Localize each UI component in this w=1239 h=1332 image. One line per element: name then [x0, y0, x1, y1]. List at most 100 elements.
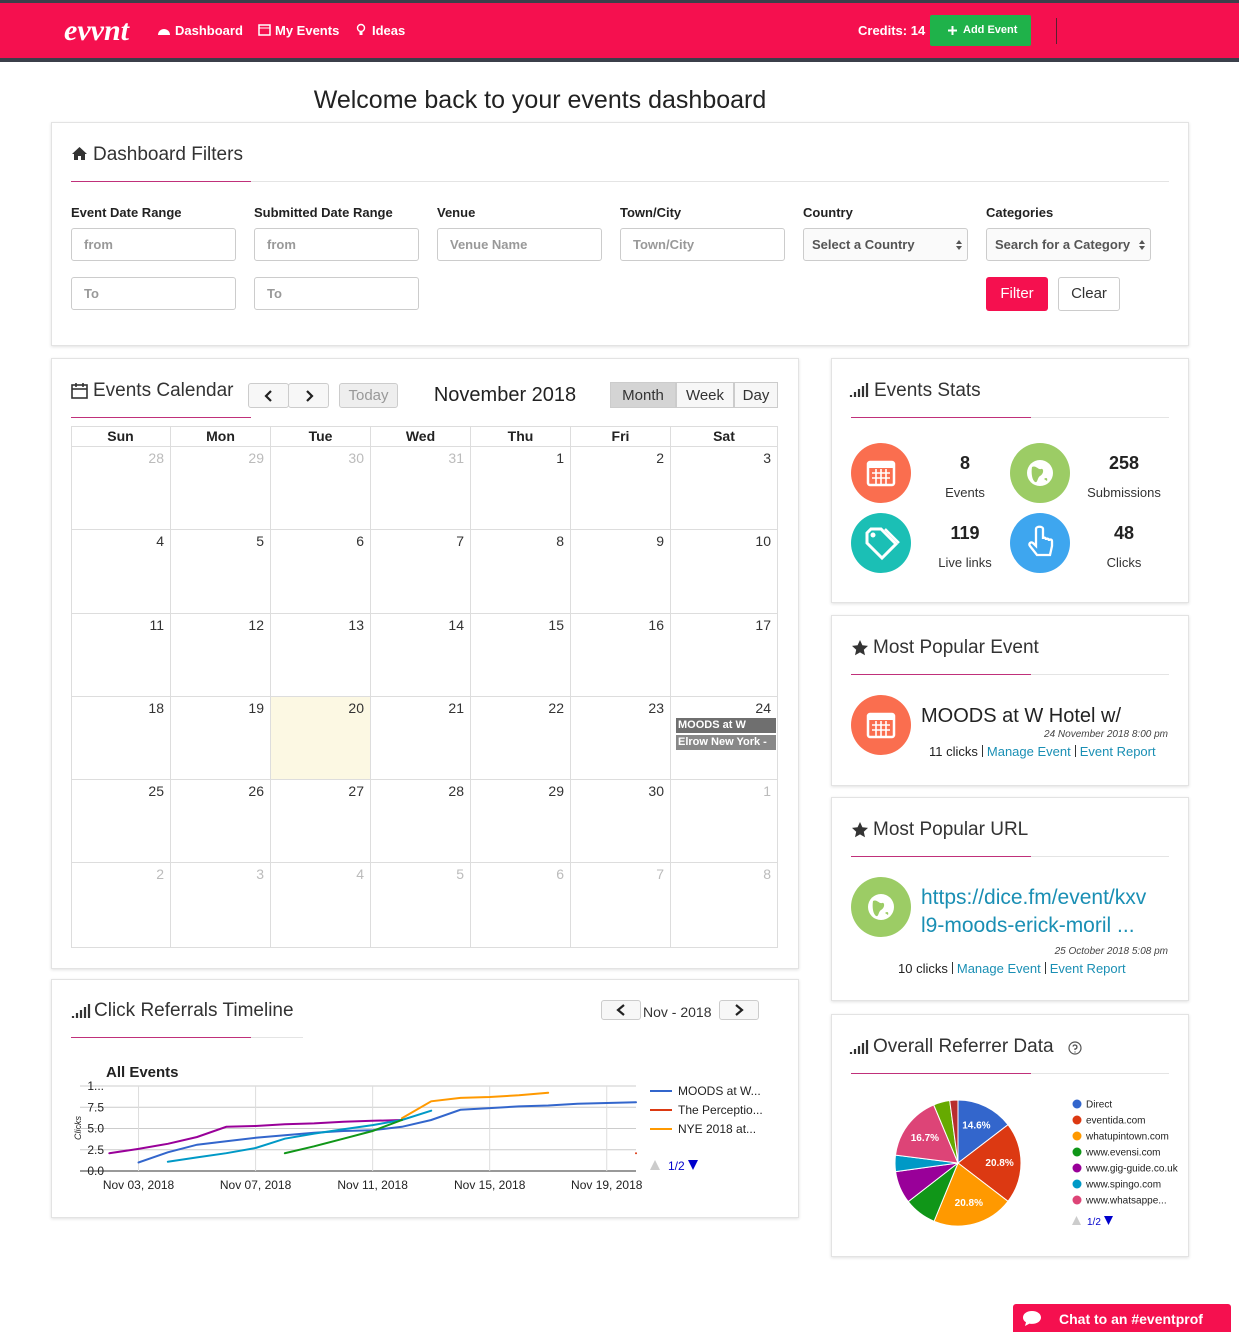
text-input[interactable]: Town/City [620, 228, 785, 261]
day-cell[interactable]: 18 [71, 697, 171, 780]
title-rule [71, 181, 1169, 182]
separator [951, 962, 953, 974]
day-cell[interactable]: 26 [171, 780, 271, 863]
day-cell[interactable]: 2 [571, 447, 671, 530]
view-button[interactable]: Day [734, 382, 778, 408]
period-label: Nov - 2018 [643, 1004, 712, 1020]
select-input[interactable]: Select a Country [803, 228, 968, 261]
day-cell[interactable]: 19 [171, 697, 271, 780]
calendar-month: November 2018 [433, 384, 577, 406]
chat-label[interactable]: Chat to an #eventprof [1059, 1311, 1203, 1327]
link[interactable]: Event Report [1049, 961, 1126, 976]
calendar-event[interactable]: Elrow New York - [676, 735, 776, 750]
event-name[interactable]: MOODS at W Hotel w/ [921, 705, 1122, 727]
day-cell[interactable]: 4 [71, 530, 171, 614]
day-cell[interactable]: 21 [371, 697, 471, 780]
panel-title: Most Popular URL [873, 819, 1029, 840]
legend-page: 1/2 [668, 1159, 685, 1173]
text-input[interactable]: Venue Name [437, 228, 602, 261]
url-text[interactable]: https://dice.fm/event/kxv [921, 886, 1147, 909]
add-event-button[interactable] [930, 15, 1031, 46]
day-cell[interactable]: 20 [271, 697, 371, 780]
next-button[interactable] [288, 383, 329, 408]
day-cell[interactable]: 25 [71, 780, 171, 863]
link[interactable]: Event Report [1079, 744, 1156, 759]
home-icon [72, 147, 87, 160]
day-cell[interactable]: 31 [371, 447, 471, 530]
text-input[interactable]: from [71, 228, 236, 261]
text-input[interactable]: from [254, 228, 419, 261]
day-cell[interactable]: 9 [571, 530, 671, 614]
nav-link[interactable]: Dashboard [175, 23, 243, 38]
filter-button[interactable]: Filter [986, 277, 1048, 311]
prev-button[interactable] [248, 383, 289, 408]
legend-label: NYE 2018 at... [678, 1122, 756, 1136]
nav-link[interactable]: My Events [275, 23, 340, 38]
day-cell[interactable]: 28 [371, 780, 471, 863]
calendar-panel [51, 358, 799, 969]
next-button[interactable] [719, 1000, 759, 1020]
day-cell[interactable]: 15 [471, 614, 571, 697]
day-number: 19 [248, 700, 264, 716]
pie-slice [933, 1162, 1009, 1227]
link[interactable]: Manage Event [956, 961, 1041, 976]
title-rule [851, 856, 1169, 857]
add-event-label[interactable]: Add Event [963, 24, 1018, 36]
day-cell[interactable]: 4 [271, 863, 371, 948]
calendar-event[interactable]: MOODS at W [676, 718, 776, 733]
day-cell[interactable]: 16 [571, 614, 671, 697]
text-input[interactable]: To [71, 277, 236, 310]
day-cell[interactable]: 6 [271, 530, 371, 614]
help-icon[interactable] [1068, 1041, 1082, 1055]
day-cell[interactable]: 29 [171, 447, 271, 530]
day-cell[interactable]: 8 [471, 530, 571, 614]
day-cell[interactable]: 1 [471, 447, 571, 530]
day-number: 7 [456, 533, 464, 549]
day-cell[interactable]: 23 [571, 697, 671, 780]
day-cell[interactable]: 7 [571, 863, 671, 948]
select-input[interactable]: Search for a Category [986, 228, 1151, 261]
text-input[interactable]: To [254, 277, 419, 310]
chat-button[interactable] [1013, 1304, 1231, 1332]
day-cell[interactable]: 13 [271, 614, 371, 697]
day-cell[interactable]: 3 [671, 447, 778, 530]
clear-button[interactable]: Clear [1058, 277, 1120, 311]
day-cell[interactable]: 11 [71, 614, 171, 697]
day-cell[interactable]: 5 [371, 863, 471, 948]
day-cell[interactable]: 6 [471, 863, 571, 948]
day-cell[interactable]: 8 [671, 863, 778, 948]
day-cell[interactable]: 28 [71, 447, 171, 530]
view-button[interactable]: Month [610, 382, 676, 408]
prev-button[interactable] [601, 1000, 641, 1020]
day-number: 15 [548, 617, 564, 633]
day-cell[interactable]: 3 [171, 863, 271, 948]
clicks-count: 10 clicks [898, 961, 948, 976]
day-cell[interactable]: 29 [471, 780, 571, 863]
day-cell[interactable]: 5 [171, 530, 271, 614]
day-cell[interactable]: 1 [671, 780, 778, 863]
link[interactable]: Manage Event [986, 744, 1071, 759]
day-cell[interactable]: 22 [471, 697, 571, 780]
day-cell[interactable]: 30 [271, 447, 371, 530]
legend-swatch [1072, 1163, 1082, 1173]
day-cell[interactable]: 30 [571, 780, 671, 863]
day-cell[interactable]: 24 [671, 697, 778, 780]
day-cell[interactable]: 27 [271, 780, 371, 863]
nav-link[interactable]: Ideas [372, 23, 406, 38]
brand[interactable]: evvnt [64, 14, 129, 47]
day-cell[interactable]: 7 [371, 530, 471, 614]
view-button[interactable]: Week [676, 382, 734, 408]
url-text[interactable]: l9-moods-erick-moril ... [921, 914, 1135, 937]
day-number: 3 [763, 450, 771, 466]
day-cell[interactable]: 14 [371, 614, 471, 697]
day-cell[interactable]: 17 [671, 614, 778, 697]
day-cell[interactable]: 10 [671, 530, 778, 614]
slice-label: 16.7% [911, 1133, 939, 1144]
today-button[interactable]: Today [339, 383, 398, 408]
day-number: 20 [348, 700, 364, 716]
clicks-row: 10 clicks Manage Event Event Report [898, 961, 1126, 976]
credits: Credits: 14 [858, 23, 926, 38]
day-cell[interactable]: 12 [171, 614, 271, 697]
calendar-icon [71, 383, 88, 399]
day-cell[interactable]: 2 [71, 863, 171, 948]
